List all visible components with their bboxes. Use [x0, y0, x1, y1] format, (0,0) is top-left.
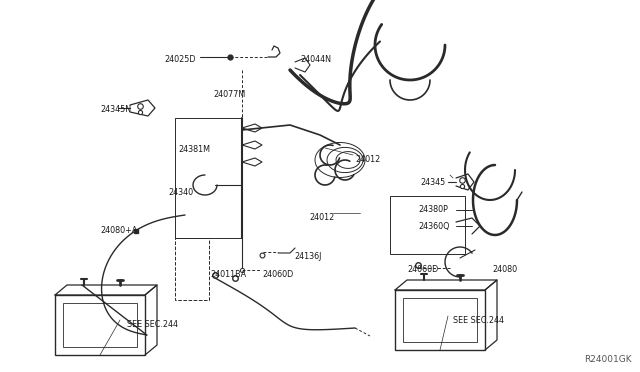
Text: 24340: 24340	[168, 188, 193, 197]
Bar	[403, 298, 477, 342]
Bar	[175, 118, 242, 238]
Text: 24080: 24080	[492, 265, 517, 274]
Text: 24060D: 24060D	[262, 270, 293, 279]
Text: 24044N: 24044N	[300, 55, 331, 64]
Text: 24345: 24345	[420, 178, 445, 187]
Text: R24001GK: R24001GK	[584, 355, 632, 364]
Text: 24077M: 24077M	[213, 90, 245, 99]
Text: 24012: 24012	[355, 155, 380, 164]
Text: 24136J: 24136J	[294, 252, 321, 261]
Text: SEE SEC.244: SEE SEC.244	[127, 320, 178, 329]
Text: 24012: 24012	[310, 213, 335, 222]
Bar	[55, 295, 145, 355]
Text: 24380P: 24380P	[418, 205, 448, 214]
Bar	[395, 290, 485, 350]
Text: 24060D: 24060D	[407, 265, 438, 274]
Text: 24080+A: 24080+A	[100, 226, 137, 235]
Text: 24381M: 24381M	[178, 145, 210, 154]
Bar	[175, 238, 209, 300]
Text: 24345N: 24345N	[100, 105, 131, 114]
Bar	[63, 303, 137, 347]
Bar	[390, 196, 465, 254]
Text: SEE SEC.244: SEE SEC.244	[453, 316, 504, 325]
Text: 24025D: 24025D	[164, 55, 196, 64]
Text: 24011BA: 24011BA	[210, 270, 246, 279]
Text: 24360Q: 24360Q	[418, 222, 449, 231]
